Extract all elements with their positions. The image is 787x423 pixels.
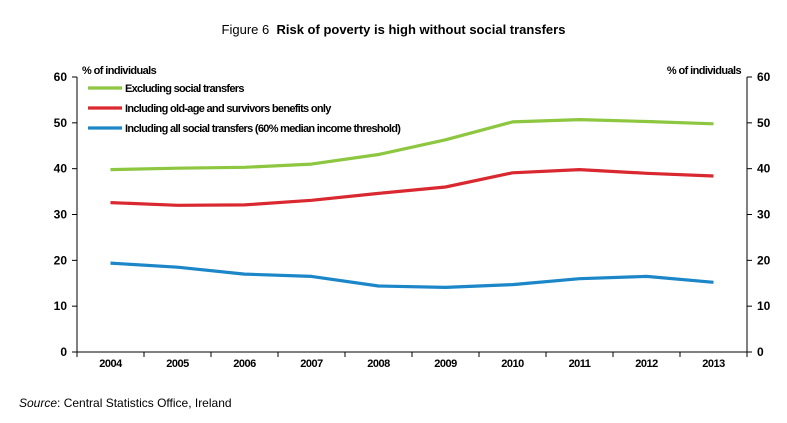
y-tick-label-right: 20 bbox=[757, 253, 771, 267]
x-tick-label: 2009 bbox=[434, 358, 457, 370]
chart-axes: 0 0 10 10 20 20 30 30 40 40 50 50 60 60 2004 2005 2006 20… bbox=[54, 70, 771, 370]
series-line-2 bbox=[110, 168, 714, 207]
y-tick-label-right: 0 bbox=[757, 345, 764, 359]
y-tick-label-left: 60 bbox=[54, 70, 68, 84]
x-tick-label: 2011 bbox=[569, 358, 591, 370]
x-tick-label: 2005 bbox=[166, 358, 189, 370]
x-tick-label: 2004 bbox=[99, 358, 123, 370]
y-tick-label-left: 0 bbox=[60, 345, 67, 359]
y-tick-label-right: 30 bbox=[757, 208, 771, 222]
y-tick-label-right: 10 bbox=[757, 299, 771, 313]
figure-label: Figure 6 bbox=[221, 22, 270, 37]
x-tick-label: 2013 bbox=[702, 358, 725, 370]
y-tick-label-right: 40 bbox=[757, 162, 771, 176]
x-tick-label: 2010 bbox=[501, 358, 524, 370]
source-prefix: Source bbox=[19, 396, 58, 410]
source-note: Source: Central Statistics Office, Irela… bbox=[19, 396, 232, 410]
x-tick-label: 2012 bbox=[635, 358, 658, 370]
figure-title: Risk of poverty is high without social t… bbox=[276, 22, 566, 37]
y-axis-label-left: % of individuals bbox=[82, 65, 157, 77]
x-tick-label: 2007 bbox=[300, 358, 323, 370]
y-tick-label-left: 40 bbox=[54, 162, 68, 176]
x-tick-label: 2006 bbox=[233, 358, 256, 370]
source-text: : Central Statistics Office, Ireland bbox=[57, 396, 232, 410]
y-axis-label-right: % of individuals bbox=[667, 65, 742, 77]
legend-label-2: Including old-age and survivors benefits… bbox=[125, 103, 332, 115]
series-line-3 bbox=[110, 261, 714, 289]
y-tick-label-left: 30 bbox=[54, 208, 68, 222]
chart-series-lines bbox=[110, 118, 714, 289]
series-line-1 bbox=[110, 118, 714, 172]
y-tick-label-left: 50 bbox=[54, 116, 68, 130]
y-tick-label-left: 20 bbox=[54, 253, 68, 267]
figure-title-line: Figure 6 Risk of poverty is high without… bbox=[0, 22, 787, 37]
y-tick-label-left: 10 bbox=[54, 299, 68, 313]
legend-label-1: Excluding social transfers bbox=[125, 83, 244, 95]
chart-legend: Excluding social transfers Including old-… bbox=[88, 83, 402, 135]
legend-label-3: Including all social transfers (60% medi… bbox=[125, 123, 401, 135]
y-tick-label-right: 60 bbox=[757, 70, 771, 84]
y-tick-label-right: 50 bbox=[757, 116, 771, 130]
x-tick-label: 2008 bbox=[367, 358, 390, 370]
